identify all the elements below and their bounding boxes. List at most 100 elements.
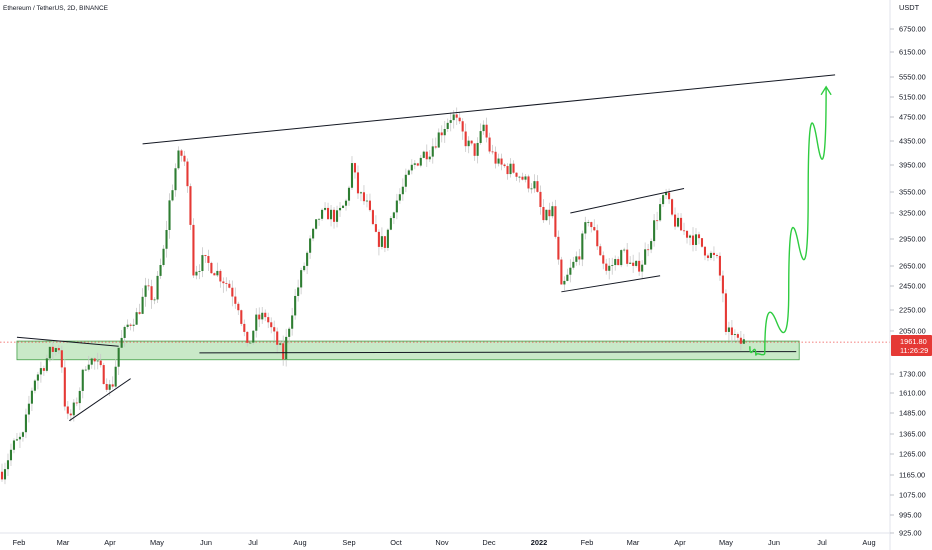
trend-line[interactable]: [69, 378, 131, 422]
candle[interactable]: [706, 253, 710, 262]
candle[interactable]: [258, 307, 261, 328]
candle[interactable]: [518, 175, 521, 183]
candle[interactable]: [141, 288, 144, 315]
candle[interactable]: [18, 432, 21, 448]
candle[interactable]: [407, 168, 410, 176]
candle[interactable]: [338, 202, 342, 217]
candle[interactable]: [575, 251, 578, 266]
candle[interactable]: [144, 277, 147, 307]
candle[interactable]: [413, 160, 416, 170]
candle[interactable]: [677, 212, 680, 228]
candle[interactable]: [309, 235, 312, 259]
candle[interactable]: [362, 185, 366, 205]
candle[interactable]: [93, 357, 96, 370]
candle[interactable]: [386, 228, 389, 251]
candle[interactable]: [404, 168, 407, 193]
candle[interactable]: [195, 265, 198, 280]
candle[interactable]: [42, 365, 45, 376]
candle[interactable]: [150, 279, 153, 309]
candle[interactable]: [524, 174, 527, 183]
candle[interactable]: [255, 308, 258, 338]
candle[interactable]: [712, 246, 715, 262]
candle[interactable]: [27, 395, 30, 423]
candle[interactable]: [210, 261, 213, 274]
candle[interactable]: [485, 117, 488, 143]
candle[interactable]: [156, 270, 159, 303]
candle[interactable]: [9, 443, 13, 466]
candle[interactable]: [234, 287, 237, 309]
candle[interactable]: [431, 138, 434, 164]
candle[interactable]: [554, 199, 557, 239]
candle[interactable]: [216, 262, 219, 278]
candle[interactable]: [222, 277, 225, 293]
candle[interactable]: [102, 362, 105, 385]
candle[interactable]: [315, 219, 318, 231]
trend-line[interactable]: [199, 351, 797, 354]
candle[interactable]: [727, 321, 730, 341]
candle[interactable]: [332, 207, 336, 229]
candle[interactable]: [551, 201, 554, 219]
candle[interactable]: [512, 160, 515, 174]
candle[interactable]: [33, 379, 36, 394]
candle[interactable]: [392, 211, 395, 225]
candle[interactable]: [644, 242, 647, 265]
candle[interactable]: [45, 354, 48, 373]
candle[interactable]: [497, 153, 500, 167]
candle[interactable]: [303, 262, 306, 272]
candle[interactable]: [204, 254, 207, 263]
candle[interactable]: [327, 202, 330, 220]
candle[interactable]: [593, 219, 596, 232]
candle[interactable]: [189, 183, 192, 231]
candle[interactable]: [563, 276, 566, 291]
plot-area[interactable]: [0, 74, 890, 485]
candle[interactable]: [126, 319, 129, 330]
candle[interactable]: [656, 211, 659, 230]
candle[interactable]: [736, 332, 739, 343]
candle[interactable]: [545, 209, 548, 222]
candle[interactable]: [347, 185, 351, 206]
candle[interactable]: [111, 376, 114, 389]
candle[interactable]: [171, 184, 174, 202]
candle[interactable]: [341, 204, 345, 209]
candle[interactable]: [443, 120, 446, 143]
candle[interactable]: [557, 230, 560, 265]
candle[interactable]: [24, 408, 27, 439]
candle[interactable]: [12, 438, 16, 454]
candle[interactable]: [371, 208, 374, 226]
candle[interactable]: [81, 368, 84, 399]
candle[interactable]: [306, 250, 309, 275]
candle[interactable]: [614, 255, 617, 271]
candle[interactable]: [261, 306, 264, 324]
candle[interactable]: [276, 327, 279, 354]
candle[interactable]: [458, 111, 461, 124]
candle[interactable]: [90, 357, 93, 369]
candle[interactable]: [632, 254, 635, 273]
candle[interactable]: [264, 309, 267, 322]
trend-line[interactable]: [561, 275, 661, 293]
candle[interactable]: [377, 229, 380, 256]
candle[interactable]: [410, 159, 413, 175]
candle[interactable]: [425, 144, 428, 168]
candle[interactable]: [344, 198, 348, 211]
candle[interactable]: [470, 140, 473, 146]
candle[interactable]: [506, 163, 509, 180]
candle[interactable]: [192, 218, 195, 279]
candle[interactable]: [365, 194, 368, 208]
candle[interactable]: [395, 193, 398, 220]
candle[interactable]: [66, 401, 69, 420]
candle[interactable]: [473, 143, 476, 161]
candle[interactable]: [99, 353, 102, 368]
candle[interactable]: [353, 162, 357, 179]
candle[interactable]: [635, 260, 638, 268]
candle[interactable]: [694, 228, 698, 252]
candle[interactable]: [96, 352, 99, 370]
candle[interactable]: [742, 333, 745, 344]
candle[interactable]: [270, 317, 273, 334]
candle[interactable]: [350, 156, 354, 190]
candle[interactable]: [291, 307, 294, 336]
candle[interactable]: [446, 118, 449, 132]
candle[interactable]: [623, 247, 626, 253]
candle[interactable]: [715, 253, 718, 259]
candle[interactable]: [36, 371, 39, 390]
candle[interactable]: [87, 355, 90, 372]
